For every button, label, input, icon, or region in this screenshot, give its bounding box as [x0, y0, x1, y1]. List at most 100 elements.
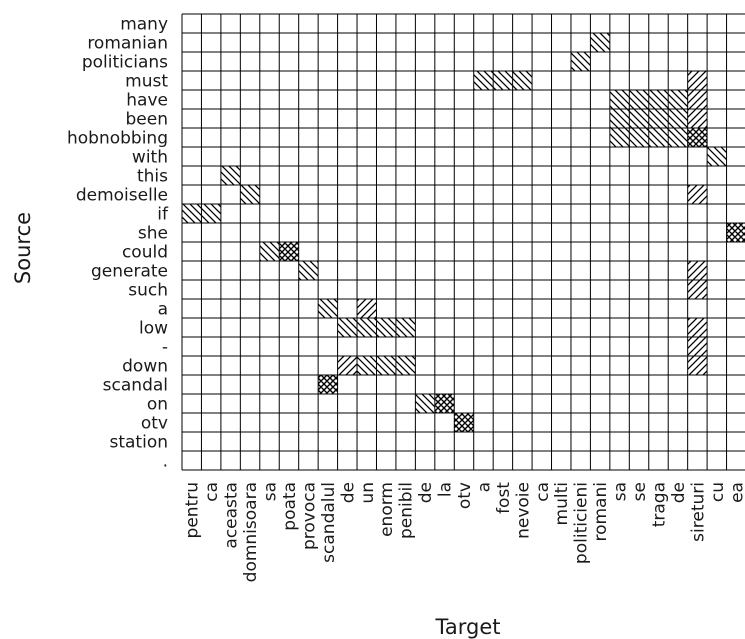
heatmap-cell	[687, 261, 708, 280]
heatmap-cell	[201, 204, 221, 223]
x-tick-label: la	[436, 482, 456, 497]
heatmap-cell	[357, 318, 377, 337]
heatmap-cell	[357, 299, 377, 318]
y-tick-label: -	[162, 338, 168, 358]
y-tick-label: down	[122, 357, 168, 377]
y-tick-label: a	[158, 300, 168, 320]
heatmap-cell	[687, 337, 708, 356]
heatmap-cell	[298, 261, 319, 280]
heatmap-cell	[220, 166, 241, 185]
heatmap-cell	[648, 109, 669, 128]
x-tick-label: enorm	[377, 482, 397, 537]
heatmap-cell	[668, 90, 688, 109]
heatmap-cell	[240, 185, 260, 204]
x-tick-label: penibil	[397, 482, 417, 539]
heatmap-cell	[629, 109, 649, 128]
x-tick-label: romani	[591, 482, 611, 542]
x-tick-label: domnisoara	[241, 482, 261, 582]
heatmap-cell	[609, 90, 630, 109]
y-tick-label: if	[157, 205, 169, 225]
heatmap-cell	[629, 128, 649, 147]
x-tick-label: nevoie	[513, 482, 533, 539]
x-tick-label: de	[669, 482, 689, 503]
y-tick-label: she	[138, 224, 168, 244]
x-tick-label: se	[630, 482, 650, 501]
heatmap-cell	[687, 109, 708, 128]
x-tick-label: politicieni	[572, 482, 592, 564]
x-tick-label: traga	[649, 482, 669, 527]
heatmap-cell	[318, 375, 338, 394]
x-tick-label: sa	[611, 482, 631, 501]
x-tick-label: sa	[261, 482, 281, 501]
x-tick-label: un	[358, 482, 378, 504]
x-tick-label: cu	[708, 482, 728, 502]
y-tick-label: hobnobbing	[67, 129, 168, 149]
heatmap-cell	[687, 128, 708, 147]
heatmap-cell	[648, 128, 669, 147]
heatmap-cell	[687, 280, 708, 299]
y-tick-label: generate	[91, 262, 168, 282]
x-tick-label: aceasta	[222, 482, 242, 549]
x-tick-label: pentru	[183, 482, 203, 538]
x-tick-label: de	[416, 482, 436, 503]
x-tick-label: fost	[494, 482, 514, 514]
x-tick-labels: pentru ca aceasta domnisoara sa poata provoca s…	[183, 482, 745, 583]
heatmap-cell	[454, 413, 474, 432]
x-tick-label: otv	[455, 482, 475, 509]
y-tick-label: must	[125, 72, 168, 92]
y-tick-label: scandal	[103, 376, 168, 396]
heatmap-cell	[182, 204, 202, 223]
heatmap-cell	[687, 318, 708, 337]
heatmap-cell	[376, 318, 396, 337]
x-tick-label: multi	[552, 482, 572, 525]
heatmap-cell	[357, 356, 377, 375]
heatmap-cell	[668, 109, 688, 128]
y-tick-label: otv	[141, 414, 168, 434]
y-tick-label: low	[139, 319, 168, 339]
x-axis-title: Target	[435, 615, 501, 639]
y-tick-label: could	[122, 243, 168, 263]
x-tick-label: poata	[280, 482, 300, 531]
x-tick-label: ca	[202, 482, 222, 502]
heatmap-cell	[337, 356, 358, 375]
heatmap-cell	[687, 356, 708, 375]
heatmap-cell	[609, 128, 630, 147]
x-tick-label: scandalul	[319, 482, 339, 563]
heatmap-cell	[668, 128, 688, 147]
x-tick-label: ca	[533, 482, 553, 502]
y-tick-label: politicians	[82, 53, 168, 73]
y-axis-title: Source	[11, 212, 35, 284]
heatmap-cell	[395, 356, 416, 375]
heatmap-cell	[609, 109, 630, 128]
heatmap-cell	[376, 356, 396, 375]
y-tick-label: romanian	[87, 34, 168, 54]
heatmap-cell	[318, 299, 338, 318]
heatmap-cell	[590, 33, 610, 52]
heatmap-cell	[726, 223, 745, 242]
y-tick-labels: manyromanianpoliticiansmusthavebeenhobno…	[67, 15, 169, 472]
heatmap-cell	[395, 318, 416, 337]
x-tick-label: de	[338, 482, 358, 503]
heatmap-cell	[707, 147, 727, 166]
heatmap-cell	[648, 90, 669, 109]
heatmap-cell	[415, 394, 435, 413]
heatmap-cell	[570, 52, 591, 71]
heatmap-cell	[512, 71, 533, 90]
heatmap-cell	[687, 71, 708, 90]
y-tick-label: many	[120, 15, 168, 35]
heatmap-cell	[629, 90, 649, 109]
heatmap-cell	[337, 318, 358, 337]
heatmap-cell	[434, 394, 455, 413]
heatmap-cell	[473, 71, 494, 90]
y-tick-label: demoiselle	[76, 186, 168, 206]
heatmap-cells	[182, 33, 745, 432]
heatmap-cell	[259, 242, 280, 261]
y-tick-label: with	[132, 148, 168, 168]
x-tick-label: ea	[727, 482, 745, 503]
heatmap-grid	[181, 13, 745, 471]
y-tick-label: on	[147, 395, 168, 415]
y-tick-label: station	[109, 433, 168, 453]
heatmap-cell	[687, 90, 708, 109]
x-tick-label: a	[474, 482, 494, 492]
